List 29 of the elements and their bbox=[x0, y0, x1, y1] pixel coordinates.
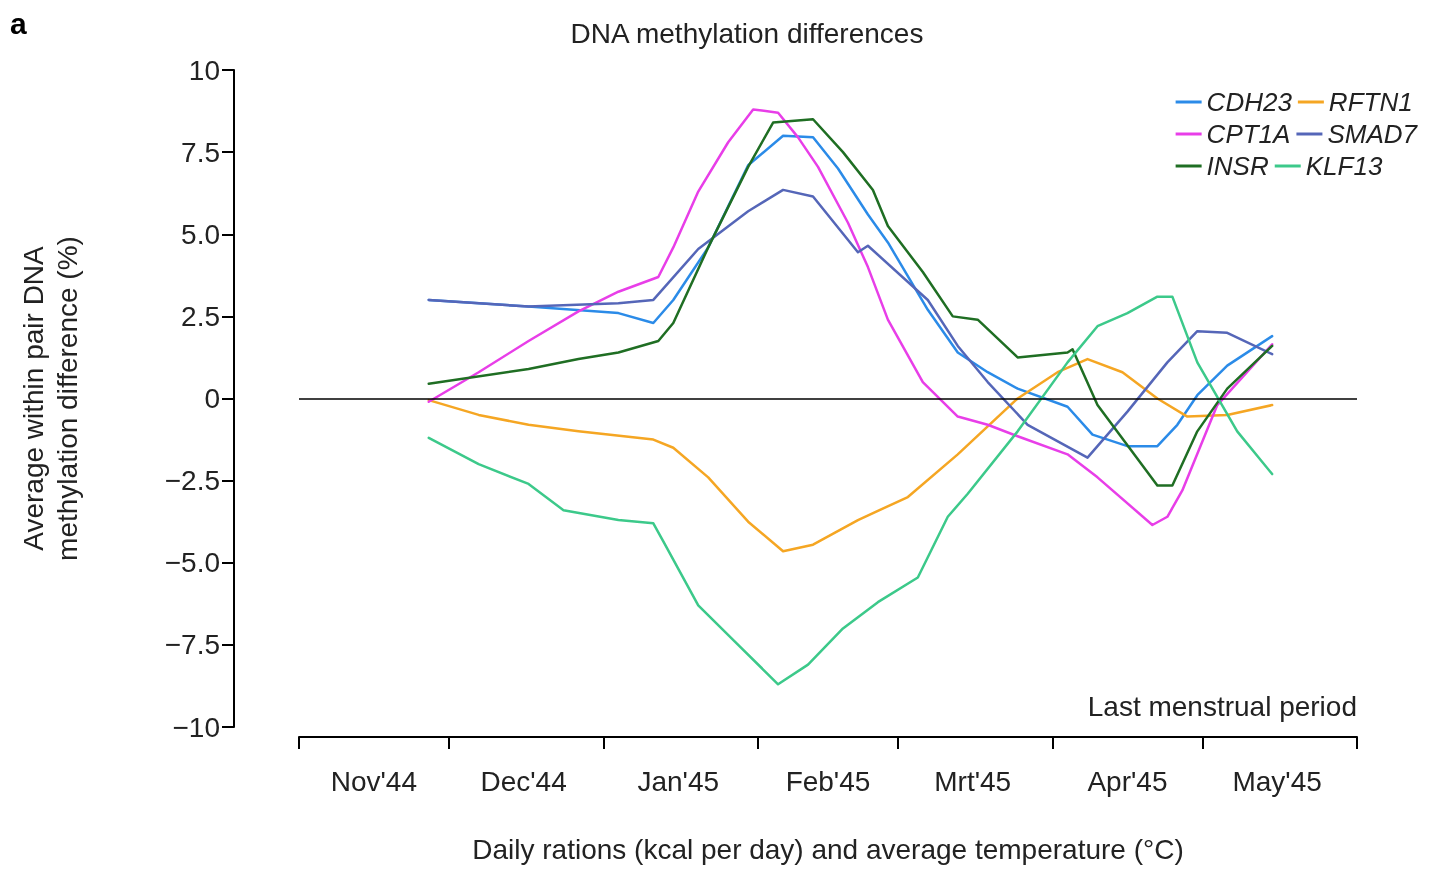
y-tick-label: −2.5 bbox=[164, 465, 220, 497]
legend-label: CPT1A bbox=[1206, 119, 1291, 149]
x-tick-label: Apr'45 bbox=[1087, 765, 1168, 797]
x-tick-label: Dec'44 bbox=[480, 765, 567, 797]
legend-label: KLF13 bbox=[1305, 151, 1383, 181]
line-series bbox=[427, 295, 1274, 686]
legend-label: RFTN1 bbox=[1328, 87, 1413, 117]
legend-label: SMAD7 bbox=[1327, 119, 1419, 149]
legend-label: CDH23 bbox=[1206, 87, 1293, 117]
y-tick-label: 10 bbox=[188, 54, 220, 86]
x-tick-label: Feb'45 bbox=[785, 765, 871, 797]
x-tick-label: Jan'45 bbox=[637, 765, 720, 797]
y-tick-label: 7.5 bbox=[181, 136, 220, 168]
chart-title: DNA methylation differences bbox=[570, 17, 924, 49]
y-tick-label: −10 bbox=[172, 711, 220, 743]
y-tick-label: 2.5 bbox=[181, 300, 220, 332]
text: a bbox=[10, 6, 27, 40]
y-tick-label: 0 bbox=[204, 383, 220, 414]
y-axis-title: Average within pair DNA methylation difference (%) bbox=[17, 236, 83, 561]
y-tick-label: −7.5 bbox=[164, 629, 220, 661]
x-axis-title: Daily rations (kcal per day) and average temperature (°C) bbox=[472, 833, 1184, 865]
legend-label: INSR bbox=[1206, 151, 1269, 181]
y-tick-label: 5.0 bbox=[181, 218, 220, 250]
x-tick-label: Nov'44 bbox=[330, 765, 418, 797]
y-tick-label: −5.0 bbox=[164, 547, 220, 579]
x-tick-label: May'45 bbox=[1232, 765, 1322, 797]
line-series bbox=[427, 188, 1274, 459]
x-tick-label: Mrt'45 bbox=[934, 765, 1012, 797]
annotation: Last menstrual period bbox=[1087, 690, 1357, 722]
